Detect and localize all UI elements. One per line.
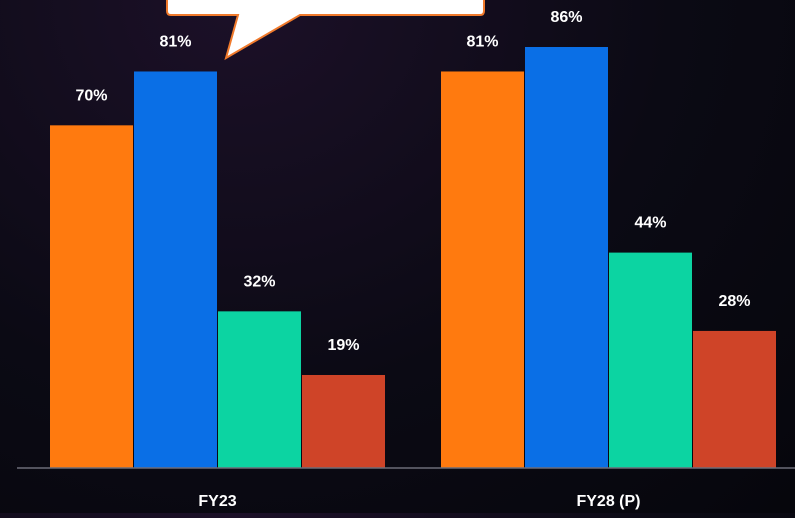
- bar-2-2: [525, 47, 608, 468]
- category-labels-layer: FY23 FY28 (P): [198, 493, 640, 510]
- value-label-2-2: 86%: [550, 9, 582, 26]
- value-label-1-3: 32%: [243, 273, 275, 290]
- category-label-2: FY28 (P): [576, 493, 640, 510]
- category-label-1: FY23: [198, 493, 236, 510]
- value-labels-layer: 70% 81% 32% 19% 81% 86% 44% 28%: [75, 9, 750, 354]
- bars-layer: [50, 47, 776, 468]
- bar-2-1: [441, 71, 524, 468]
- value-label-1-4: 19%: [327, 337, 359, 354]
- value-label-1-2: 81%: [159, 33, 191, 50]
- bar-2-4: [693, 330, 776, 468]
- value-label-2-3: 44%: [634, 215, 666, 232]
- speech-bubble-shape: [166, 0, 485, 61]
- bar-1-1: [50, 125, 133, 468]
- speech-bubble-callout: [166, 0, 485, 61]
- bar-1-4: [302, 374, 385, 468]
- value-label-1-1: 70%: [75, 87, 107, 104]
- value-label-2-4: 28%: [718, 293, 750, 310]
- bar-1-2: [134, 71, 217, 468]
- bar-2-3: [609, 252, 692, 468]
- bar-1-3: [218, 311, 301, 468]
- value-label-2-1: 81%: [466, 33, 498, 50]
